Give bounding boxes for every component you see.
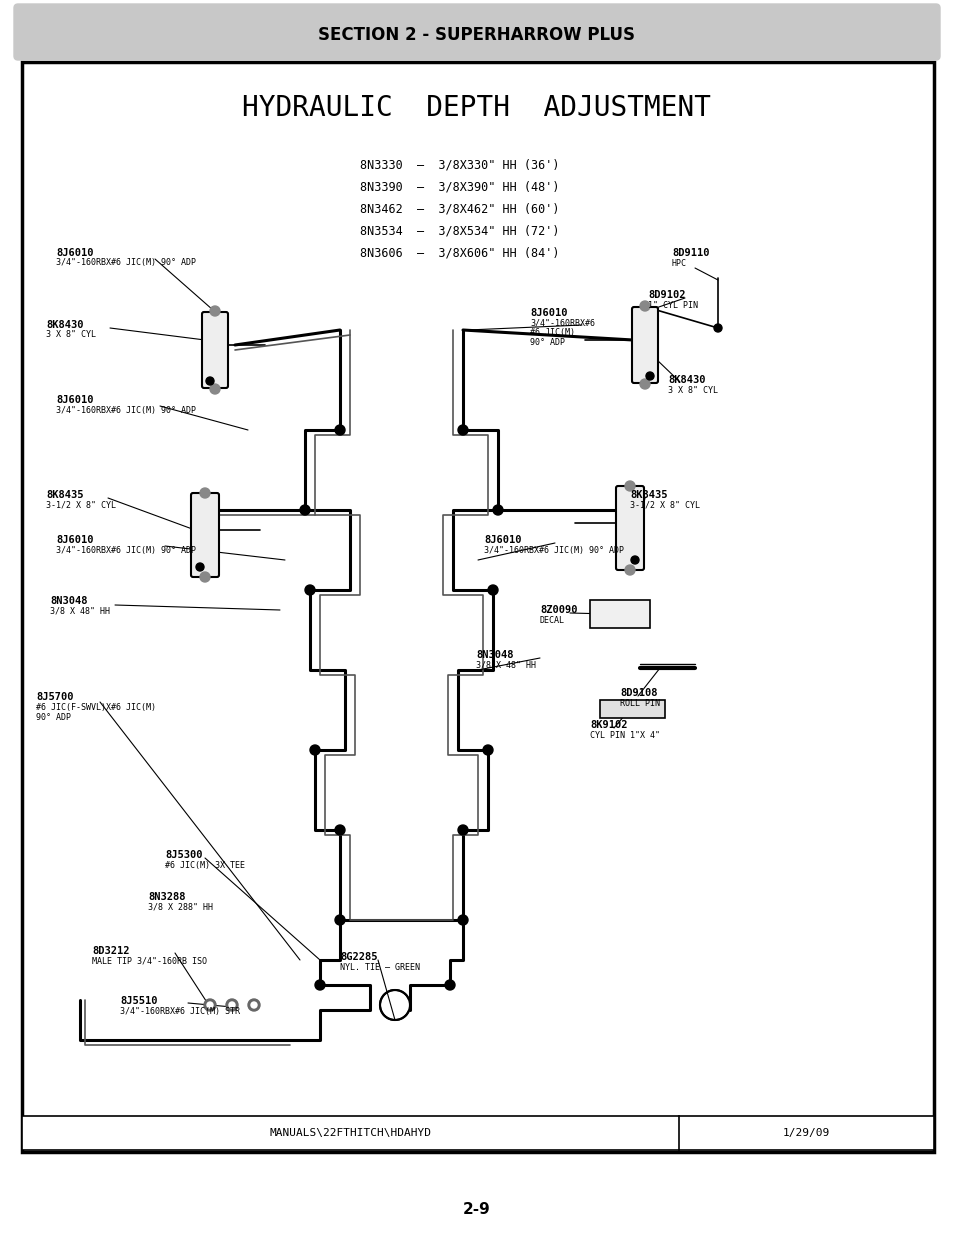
Bar [22,62,933,1152]
Circle shape [713,324,721,332]
Text: 1/29/09: 1/29/09 [781,1128,829,1137]
Text: 8N3288: 8N3288 [148,892,185,902]
Circle shape [624,564,635,576]
Circle shape [310,745,319,755]
Circle shape [335,425,345,435]
FancyBboxPatch shape [616,487,643,571]
Text: 8K8435: 8K8435 [46,490,84,500]
Text: 8Z0090: 8Z0090 [539,605,577,615]
FancyBboxPatch shape [14,4,939,61]
Circle shape [299,505,310,515]
Text: 8N3606  –  3/8X606" HH (84'): 8N3606 – 3/8X606" HH (84') [360,247,559,259]
Text: 8J6010: 8J6010 [56,248,93,258]
Text: 3/4"-160RBX#6: 3/4"-160RBX#6 [530,317,595,327]
Text: 8J6010: 8J6010 [56,395,93,405]
Circle shape [314,981,325,990]
Text: 8D3212: 8D3212 [91,946,130,956]
Circle shape [305,585,314,595]
Text: 3 X 8" CYL: 3 X 8" CYL [46,330,96,338]
Text: 8N3534  –  3/8X534" HH (72'): 8N3534 – 3/8X534" HH (72') [360,225,559,237]
Bar [589,600,649,629]
Text: #6 JIC(M) 3X TEE: #6 JIC(M) 3X TEE [165,861,245,869]
Text: 8J6010: 8J6010 [56,535,93,545]
Text: HPC: HPC [671,259,686,268]
Circle shape [210,384,220,394]
Circle shape [457,425,468,435]
Text: 8J6010: 8J6010 [530,308,567,317]
Circle shape [624,480,635,492]
Text: 90° ADP: 90° ADP [36,713,71,722]
Text: 8D9110: 8D9110 [671,248,709,258]
Text: 8J6010: 8J6010 [483,535,521,545]
Text: 1" CYL PIN: 1" CYL PIN [647,301,698,310]
Text: 8N3330  –  3/8X330" HH (36'): 8N3330 – 3/8X330" HH (36') [360,158,559,172]
Circle shape [200,572,210,582]
Bar [22,1116,933,1150]
Text: 3/4"-160RBX#6 JIC(M) 90° ADP: 3/4"-160RBX#6 JIC(M) 90° ADP [56,258,195,267]
Circle shape [210,306,220,316]
Circle shape [206,377,213,385]
Text: SECTION 2 - SUPERHARROW PLUS: SECTION 2 - SUPERHARROW PLUS [318,26,635,44]
FancyBboxPatch shape [202,312,228,388]
Text: MALE TIP 3/4"-160RB ISO: MALE TIP 3/4"-160RB ISO [91,957,207,966]
Circle shape [248,999,260,1011]
Text: #6 JIC(M): #6 JIC(M) [530,329,575,337]
Circle shape [229,1002,234,1008]
Text: 3/8 X 48" HH: 3/8 X 48" HH [50,606,110,616]
Text: 8N3048: 8N3048 [476,650,513,659]
Text: 3-1/2 X 8" CYL: 3-1/2 X 8" CYL [46,501,116,510]
Text: HYDRAULIC  DEPTH  ADJUSTMENT: HYDRAULIC DEPTH ADJUSTMENT [242,94,711,122]
Text: 3/4"-160RBX#6 JIC(M) 90° ADP: 3/4"-160RBX#6 JIC(M) 90° ADP [483,546,623,555]
Text: 8J5700: 8J5700 [36,692,73,701]
Text: 8K9102: 8K9102 [589,720,627,730]
Circle shape [645,372,654,380]
Text: 8D9102: 8D9102 [647,290,685,300]
Text: DECAL: DECAL [539,616,564,625]
Text: 8N3462  –  3/8X462" HH (60'): 8N3462 – 3/8X462" HH (60') [360,203,559,215]
Circle shape [200,488,210,498]
Text: #6 JIC(F-SWVL)X#6 JIC(M): #6 JIC(F-SWVL)X#6 JIC(M) [36,703,156,713]
Circle shape [457,825,468,835]
FancyBboxPatch shape [191,493,219,577]
Text: 8D9108: 8D9108 [619,688,657,698]
Text: 8N3048: 8N3048 [50,597,88,606]
Text: 8K8430: 8K8430 [46,320,84,330]
Text: 8G2285: 8G2285 [339,952,377,962]
Circle shape [335,825,345,835]
Circle shape [195,563,204,571]
Circle shape [335,915,345,925]
Circle shape [482,745,493,755]
Circle shape [226,999,237,1011]
Circle shape [639,379,649,389]
Text: 3/4"-160RBX#6 JIC(M) 90° ADP: 3/4"-160RBX#6 JIC(M) 90° ADP [56,406,195,415]
Bar [599,700,664,718]
Text: 3 X 8" CYL: 3 X 8" CYL [667,387,718,395]
Circle shape [444,981,455,990]
Circle shape [204,999,215,1011]
Circle shape [457,915,468,925]
Circle shape [251,1002,256,1008]
Circle shape [488,585,497,595]
Text: CYL PIN 1"X 4": CYL PIN 1"X 4" [589,731,659,740]
Text: MANUALS\22FTHITCH\HDAHYD: MANUALS\22FTHITCH\HDAHYD [269,1128,431,1137]
Text: 8J5510: 8J5510 [120,995,157,1007]
Text: 90° ADP: 90° ADP [530,338,564,347]
Text: 8K8435: 8K8435 [629,490,667,500]
Text: 3/4"-160RBX#6 JIC(M) 90° ADP: 3/4"-160RBX#6 JIC(M) 90° ADP [56,546,195,555]
Text: 2-9: 2-9 [462,1203,491,1218]
Circle shape [493,505,502,515]
Text: ROLL PIN: ROLL PIN [619,699,659,708]
Text: 8K8430: 8K8430 [667,375,705,385]
Text: 3/4"-160RBX#6 JIC(M) STR: 3/4"-160RBX#6 JIC(M) STR [120,1007,240,1016]
Text: NYL. TIE – GREEN: NYL. TIE – GREEN [339,963,419,972]
Circle shape [207,1002,213,1008]
Text: 3/8 X 288" HH: 3/8 X 288" HH [148,903,213,911]
Text: 8N3390  –  3/8X390" HH (48'): 8N3390 – 3/8X390" HH (48') [360,180,559,194]
Circle shape [630,556,639,564]
Text: 3-1/2 X 8" CYL: 3-1/2 X 8" CYL [629,501,700,510]
Text: 3/8 X 48" HH: 3/8 X 48" HH [476,661,536,671]
Text: 8J5300: 8J5300 [165,850,202,860]
Circle shape [639,301,649,311]
FancyBboxPatch shape [631,308,658,383]
